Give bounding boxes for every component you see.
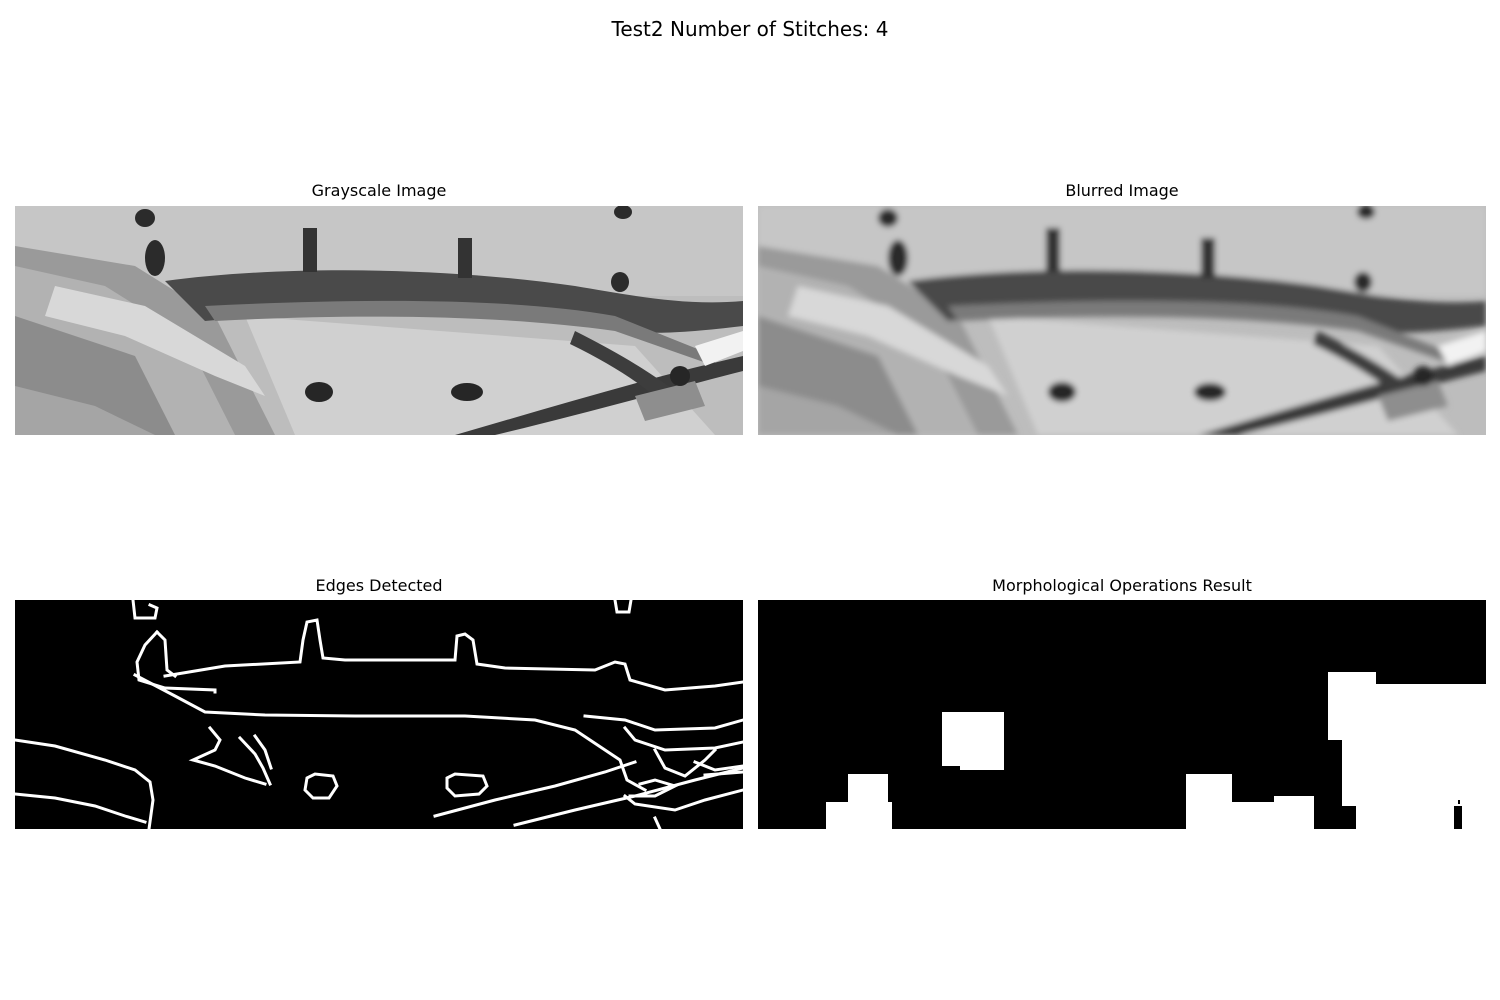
figure-title: Test2 Number of Stitches: 4 (611, 17, 889, 41)
morphology-image (758, 600, 1486, 829)
grayscale-panel-title: Grayscale Image (311, 181, 447, 200)
morphology-panel-title: Morphological Operations Result (992, 576, 1252, 595)
grayscale-image (15, 206, 743, 435)
blurred-panel-title: Blurred Image (1065, 181, 1179, 200)
edges-panel-title: Edges Detected (315, 576, 443, 595)
blurred-image (758, 206, 1486, 435)
edges-image (15, 600, 743, 829)
